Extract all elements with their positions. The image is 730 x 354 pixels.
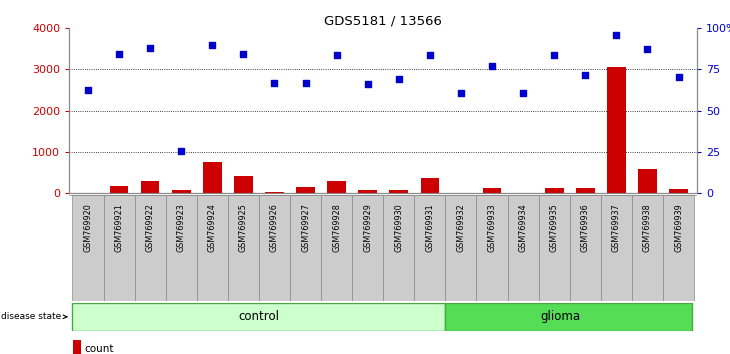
Point <box>580 73 591 78</box>
Bar <box>73 340 82 354</box>
Bar <box>539 195 569 301</box>
Bar <box>134 195 166 301</box>
Text: GSM769936: GSM769936 <box>581 203 590 252</box>
Text: control: control <box>239 310 280 323</box>
Bar <box>327 181 346 193</box>
Point <box>610 33 622 38</box>
Bar <box>445 195 477 301</box>
Text: GSM769922: GSM769922 <box>146 203 155 252</box>
Point <box>362 81 374 87</box>
Text: GSM769931: GSM769931 <box>426 203 434 252</box>
Text: GSM769923: GSM769923 <box>177 203 185 252</box>
Bar <box>296 187 315 193</box>
Point <box>455 90 466 96</box>
Point <box>548 53 560 58</box>
Text: GSM769925: GSM769925 <box>239 203 248 252</box>
Bar <box>166 195 197 301</box>
Point <box>145 45 156 51</box>
Text: GSM769935: GSM769935 <box>550 203 558 252</box>
Bar <box>172 190 191 193</box>
Point <box>113 51 125 57</box>
Bar <box>420 178 439 193</box>
Bar <box>234 176 253 193</box>
Text: GSM769926: GSM769926 <box>270 203 279 252</box>
Bar <box>669 189 688 193</box>
Bar <box>576 188 595 193</box>
Bar <box>72 303 445 331</box>
Text: GSM769934: GSM769934 <box>518 203 528 252</box>
Bar <box>141 181 159 193</box>
Point <box>300 80 312 85</box>
Point <box>486 63 498 69</box>
Point <box>331 52 342 57</box>
Bar <box>545 188 564 193</box>
Bar <box>358 190 377 193</box>
Text: GSM769930: GSM769930 <box>394 203 403 252</box>
Bar <box>203 162 222 193</box>
Text: disease state: disease state <box>1 312 67 321</box>
Bar <box>632 195 663 301</box>
Point <box>393 76 404 82</box>
Bar <box>483 188 502 193</box>
Text: count: count <box>85 344 114 354</box>
Bar <box>507 195 539 301</box>
Bar <box>72 195 104 301</box>
Bar <box>321 195 352 301</box>
Bar <box>265 192 284 193</box>
Text: GSM769937: GSM769937 <box>612 203 620 252</box>
Bar <box>104 195 134 301</box>
Point <box>175 148 187 154</box>
Bar <box>477 195 507 301</box>
Bar <box>415 195 445 301</box>
Bar <box>601 195 632 301</box>
Text: GSM769924: GSM769924 <box>208 203 217 252</box>
Bar <box>390 190 408 193</box>
Text: GSM769927: GSM769927 <box>301 203 310 252</box>
Text: GSM769938: GSM769938 <box>643 203 652 252</box>
Text: GSM769921: GSM769921 <box>115 203 123 252</box>
Bar <box>663 195 694 301</box>
Text: GSM769932: GSM769932 <box>456 203 466 252</box>
Point <box>672 74 684 80</box>
Bar <box>228 195 259 301</box>
Text: glioma: glioma <box>540 310 580 323</box>
Bar <box>197 195 228 301</box>
Bar <box>352 195 383 301</box>
Point <box>518 90 529 96</box>
Point <box>82 87 94 93</box>
Bar <box>290 195 321 301</box>
Bar <box>445 303 693 331</box>
Point <box>269 80 280 85</box>
Point <box>207 42 218 48</box>
Bar <box>638 170 657 193</box>
Text: GSM769929: GSM769929 <box>364 203 372 252</box>
Text: GSM769939: GSM769939 <box>674 203 683 252</box>
Bar <box>110 186 128 193</box>
Title: GDS5181 / 13566: GDS5181 / 13566 <box>324 14 442 27</box>
Text: GSM769933: GSM769933 <box>488 203 496 252</box>
Point <box>642 46 653 52</box>
Bar <box>607 67 626 193</box>
Point <box>237 51 249 57</box>
Bar <box>259 195 290 301</box>
Bar <box>569 195 601 301</box>
Text: GSM769928: GSM769928 <box>332 203 341 252</box>
Text: GSM769920: GSM769920 <box>83 203 93 252</box>
Point <box>424 52 436 57</box>
Bar <box>383 195 415 301</box>
